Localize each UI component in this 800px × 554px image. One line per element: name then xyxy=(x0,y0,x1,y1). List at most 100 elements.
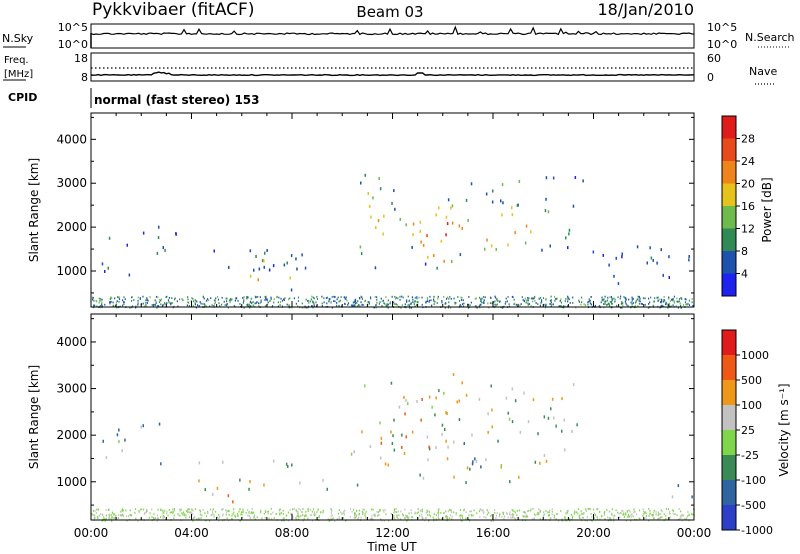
data-cell xyxy=(188,516,191,519)
data-cell xyxy=(453,511,455,513)
data-cell xyxy=(502,201,504,205)
data-cell xyxy=(567,509,569,512)
data-cell xyxy=(631,299,633,302)
data-cell xyxy=(408,303,410,306)
data-cell xyxy=(556,513,558,515)
data-cell xyxy=(354,512,356,514)
data-cell xyxy=(465,481,467,485)
data-cell xyxy=(336,518,338,521)
data-cell xyxy=(435,514,437,517)
data-cell xyxy=(657,517,660,520)
data-cell xyxy=(295,302,297,305)
data-cell xyxy=(157,517,159,520)
data-cell xyxy=(296,267,298,271)
data-cell xyxy=(283,517,285,520)
data-cell xyxy=(179,298,181,301)
data-cell xyxy=(643,510,645,513)
data-cell xyxy=(329,298,331,301)
data-cell xyxy=(94,509,96,512)
data-cell xyxy=(359,305,361,307)
data-cell xyxy=(108,516,110,519)
data-cell xyxy=(649,512,651,515)
data-cell xyxy=(154,299,156,302)
data-cell xyxy=(225,297,227,300)
data-cell xyxy=(645,517,647,519)
data-cell xyxy=(577,512,579,515)
data-cell xyxy=(428,519,430,522)
data-cell xyxy=(225,509,227,512)
data-cell xyxy=(437,514,440,516)
data-cell xyxy=(137,302,139,305)
data-cell xyxy=(625,513,627,516)
data-cell xyxy=(679,302,681,305)
data-cell xyxy=(164,248,166,252)
data-cell xyxy=(581,512,583,515)
data-cell xyxy=(596,518,599,521)
data-cell xyxy=(277,305,279,308)
data-cell xyxy=(93,304,95,307)
data-cell xyxy=(663,300,665,303)
data-cell xyxy=(130,514,133,517)
data-cell xyxy=(230,299,232,302)
data-cell xyxy=(525,301,527,304)
data-cell xyxy=(157,517,160,520)
data-cell xyxy=(474,297,476,300)
data-cell xyxy=(308,301,310,304)
data-cell xyxy=(519,304,521,307)
data-cell xyxy=(634,304,636,307)
data-cell xyxy=(360,301,362,304)
data-cell xyxy=(501,183,504,187)
data-cell xyxy=(578,299,580,302)
data-cell xyxy=(455,513,457,516)
data-cell xyxy=(243,306,245,309)
data-cell xyxy=(567,297,570,300)
data-cell xyxy=(159,298,161,301)
data-cell xyxy=(296,510,298,513)
colorbar-swatch xyxy=(722,455,736,480)
data-cell xyxy=(482,296,485,298)
data-cell xyxy=(445,297,448,300)
data-cell xyxy=(91,513,93,516)
data-cell xyxy=(397,517,399,520)
data-cell xyxy=(583,512,585,514)
data-cell xyxy=(135,306,137,309)
data-cell xyxy=(465,517,467,520)
data-cell xyxy=(148,516,150,519)
data-cell xyxy=(406,514,408,517)
data-cell xyxy=(545,297,547,300)
data-cell xyxy=(607,296,609,299)
data-cell xyxy=(469,519,471,522)
data-cell xyxy=(580,517,582,520)
data-cell xyxy=(566,511,568,514)
data-cell xyxy=(282,298,285,301)
data-cell xyxy=(331,296,333,298)
data-cell xyxy=(213,249,215,253)
data-cell xyxy=(505,301,507,303)
data-cell xyxy=(485,516,487,519)
data-cell xyxy=(611,299,613,302)
data-cell xyxy=(358,303,360,306)
data-cell xyxy=(394,510,396,513)
data-cell xyxy=(280,512,282,515)
data-cell xyxy=(438,508,440,511)
data-cell xyxy=(631,296,633,299)
data-cell xyxy=(472,460,474,464)
data-cell xyxy=(641,303,644,305)
data-cell xyxy=(371,514,373,517)
data-cell xyxy=(432,295,435,298)
data-cell xyxy=(202,303,204,305)
data-cell xyxy=(280,297,282,300)
data-cell xyxy=(313,297,315,300)
data-cell xyxy=(631,513,633,516)
data-cell xyxy=(527,299,529,302)
data-cell xyxy=(468,296,470,298)
data-cell xyxy=(628,509,630,512)
data-cell xyxy=(671,509,674,511)
data-cell xyxy=(551,508,553,511)
data-cell xyxy=(564,517,566,520)
data-cell xyxy=(545,197,547,201)
data-cell xyxy=(516,514,518,516)
data-cell xyxy=(375,304,377,307)
data-cell xyxy=(188,508,190,510)
data-cell xyxy=(582,516,584,519)
